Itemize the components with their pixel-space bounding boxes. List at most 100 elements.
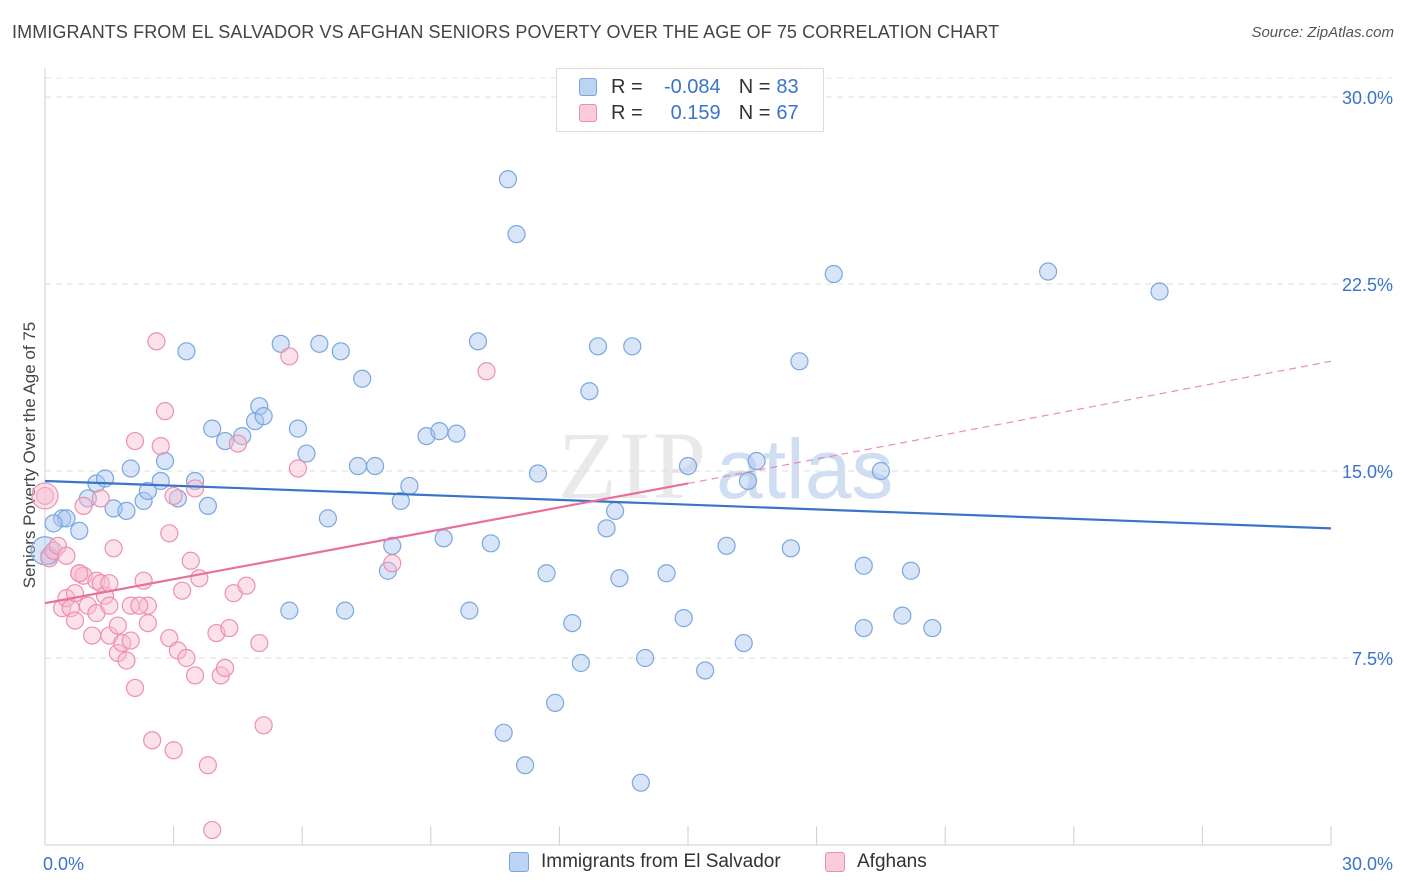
data-point bbox=[546, 693, 565, 712]
chart-title: IMMIGRANTS FROM EL SALVADOR VS AFGHAN SE… bbox=[12, 22, 1000, 42]
data-point bbox=[854, 618, 873, 638]
data-point bbox=[134, 491, 153, 511]
y-tick-label: 22.5% bbox=[1342, 275, 1393, 295]
legend-n-label: N = bbox=[738, 101, 771, 124]
watermark: ZIP atlas bbox=[558, 412, 893, 519]
legend-label-el-salvador: Immigrants from El Salvador bbox=[541, 851, 781, 872]
data-point bbox=[215, 658, 235, 678]
data-point bbox=[494, 723, 513, 742]
watermark-atlas: atlas bbox=[716, 422, 893, 516]
data-point bbox=[893, 606, 912, 625]
data-point bbox=[104, 539, 123, 558]
data-point bbox=[185, 479, 205, 498]
data-point bbox=[147, 332, 166, 351]
data-point bbox=[854, 556, 873, 575]
data-point bbox=[631, 773, 650, 792]
data-point bbox=[121, 631, 140, 650]
data-point bbox=[297, 444, 316, 463]
trend-lines bbox=[44, 360, 1332, 605]
data-point bbox=[117, 651, 136, 670]
legend-row-afghans: R = 0.159 N = 67 bbox=[579, 101, 799, 125]
legend-r-value: -0.084 bbox=[663, 75, 721, 98]
data-point bbox=[606, 501, 625, 520]
data-point bbox=[245, 412, 265, 431]
data-point bbox=[1038, 262, 1058, 281]
data-point bbox=[117, 501, 136, 520]
y-tick-label: 15.0% bbox=[1342, 462, 1393, 482]
data-point bbox=[44, 514, 63, 533]
data-point bbox=[400, 476, 419, 496]
y-tick-label: 7.5% bbox=[1352, 649, 1393, 669]
data-point bbox=[678, 456, 698, 476]
data-point bbox=[734, 633, 753, 653]
data-point bbox=[901, 561, 921, 580]
data-point bbox=[151, 471, 170, 491]
data-point bbox=[790, 352, 809, 371]
data-point bbox=[53, 509, 72, 528]
data-point bbox=[228, 434, 247, 453]
legend-swatch-pink bbox=[579, 104, 597, 122]
data-point bbox=[203, 419, 222, 438]
data-point bbox=[250, 397, 269, 416]
data-point bbox=[623, 337, 642, 356]
data-point bbox=[516, 756, 535, 775]
data-point bbox=[468, 332, 488, 351]
data-point bbox=[674, 609, 693, 628]
data-point bbox=[151, 436, 170, 456]
x-tick-label-max: 30.0% bbox=[1342, 854, 1393, 874]
data-point bbox=[563, 613, 582, 633]
legend-item-afghans: Afghans bbox=[825, 851, 927, 873]
data-point bbox=[365, 456, 385, 476]
data-point bbox=[181, 551, 200, 570]
tick-labels: 7.5% 15.0% 22.5% 30.0% 0.0% 30.0% bbox=[43, 88, 1393, 874]
data-point bbox=[383, 554, 402, 573]
data-point bbox=[198, 496, 217, 516]
data-point bbox=[588, 337, 608, 356]
y-tick-label: 30.0% bbox=[1342, 88, 1393, 108]
legend-r-label: R = bbox=[611, 75, 643, 98]
data-point bbox=[348, 456, 368, 476]
data-point bbox=[70, 521, 89, 540]
legend-swatch-pink bbox=[825, 852, 845, 872]
data-point bbox=[254, 716, 273, 735]
trend-line-afghans bbox=[44, 482, 689, 605]
data-point bbox=[91, 489, 110, 508]
data-point bbox=[70, 564, 89, 583]
data-point bbox=[121, 459, 140, 478]
data-point bbox=[636, 648, 655, 668]
legend-n-value: 67 bbox=[776, 101, 799, 124]
data-point bbox=[696, 661, 715, 680]
data-point bbox=[331, 342, 350, 361]
data-point bbox=[155, 402, 175, 421]
data-point bbox=[155, 451, 175, 471]
data-point bbox=[125, 431, 145, 451]
data-point bbox=[138, 481, 157, 501]
series-afghans bbox=[31, 332, 496, 840]
data-point bbox=[108, 616, 127, 635]
data-point bbox=[164, 486, 183, 506]
data-point bbox=[447, 424, 466, 443]
legend-label-afghans: Afghans bbox=[857, 851, 927, 872]
legend-n-value: 83 bbox=[776, 75, 799, 98]
data-point bbox=[477, 362, 496, 381]
data-point bbox=[164, 741, 183, 760]
data-point bbox=[280, 601, 299, 620]
data-point bbox=[434, 529, 453, 548]
data-point bbox=[353, 369, 372, 388]
data-point bbox=[923, 618, 942, 638]
data-point bbox=[481, 534, 500, 553]
data-point bbox=[130, 596, 149, 615]
data-point bbox=[143, 731, 162, 750]
data-point bbox=[198, 756, 217, 775]
data-point bbox=[100, 596, 119, 615]
data-point bbox=[335, 601, 355, 620]
data-point bbox=[31, 482, 59, 510]
data-point bbox=[781, 539, 800, 558]
data-point bbox=[738, 471, 758, 491]
data-point bbox=[318, 509, 338, 528]
data-point bbox=[747, 451, 766, 471]
data-point bbox=[460, 601, 479, 620]
data-point bbox=[580, 382, 599, 401]
data-point bbox=[537, 564, 556, 583]
